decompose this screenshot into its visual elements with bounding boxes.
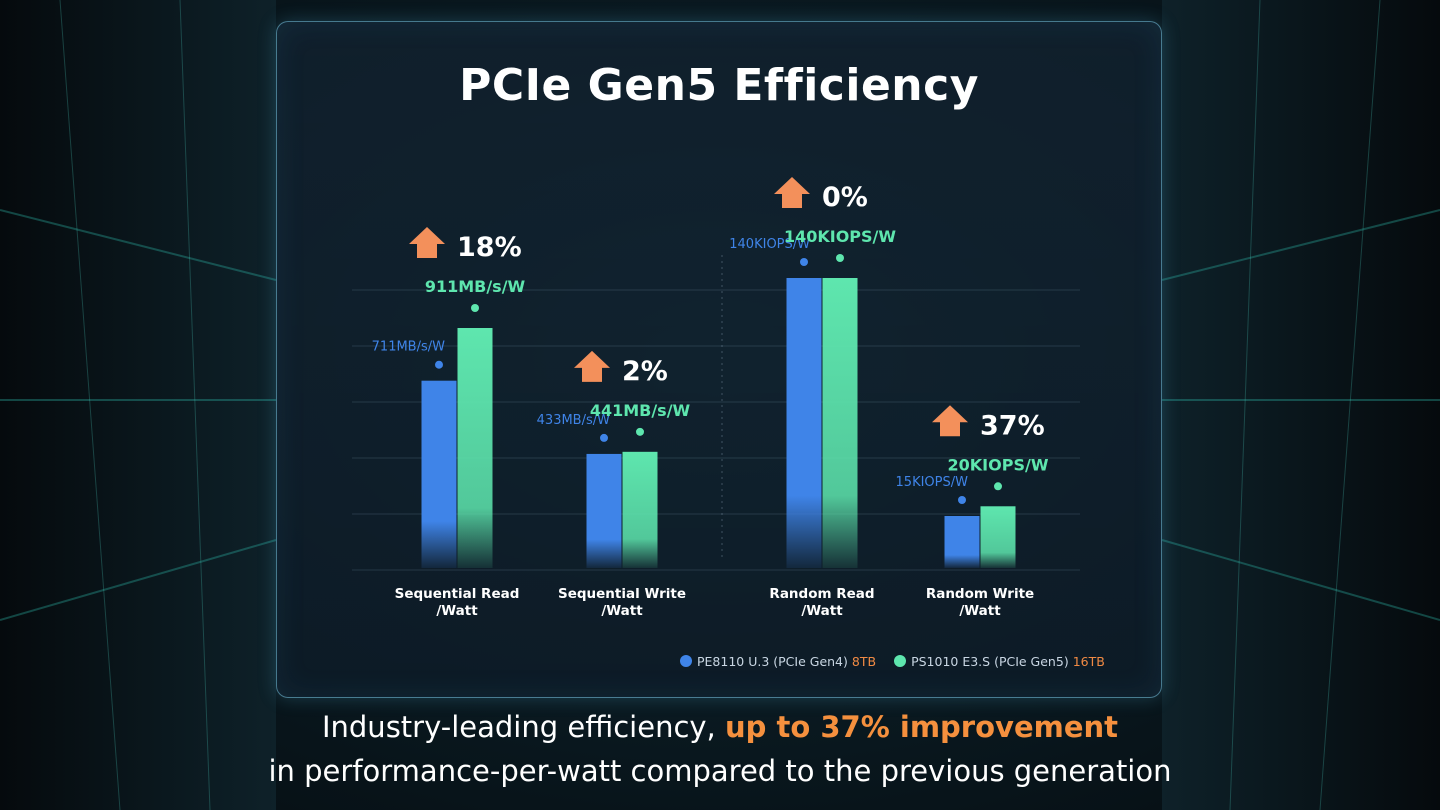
legend-capacity-gen4: 8TB (851, 653, 877, 669)
value-label-gen4-1: 433MB/s/W (537, 413, 610, 428)
value-dot-gen4-0 (435, 360, 443, 369)
value-dot-gen4-1 (600, 433, 608, 442)
value-dot-gen5-2 (836, 254, 844, 262)
category-label-2-0: Random Read (769, 586, 874, 602)
value-dot-gen5-1 (636, 427, 644, 436)
improvement-percent-0: 18% (457, 232, 522, 263)
improvement-percent-3: 37% (980, 410, 1045, 441)
value-dot-gen5-3 (994, 482, 1002, 491)
bar-gen5-1 (622, 451, 658, 568)
caption-prefix: Industry-leading efficiency, (321, 710, 725, 744)
category-label-0-1: /Watt (436, 603, 478, 619)
improvement-arrow-icon-3 (932, 405, 968, 437)
bar-gen5-0 (457, 328, 493, 568)
improvement-arrow-icon-0 (409, 227, 445, 258)
value-label-gen5-1: 441MB/s/W (590, 401, 691, 420)
value-dot-gen5-0 (471, 304, 479, 312)
value-dot-gen4-3 (958, 496, 966, 504)
category-label-0-0: Sequential Read (395, 586, 520, 602)
improvement-arrow-icon-2 (774, 177, 810, 208)
legend-item-gen4: PE8110 U.3 (PCIe Gen4) 8TB (680, 654, 876, 669)
legend-swatch-gen4 (680, 655, 692, 667)
caption-highlight: up to 37% improvement (725, 710, 1119, 744)
value-dot-gen4-2 (800, 258, 808, 266)
legend-swatch-gen5 (894, 655, 907, 667)
chart-legend: PE8110 U.3 (PCIe Gen4) 8TB PS1010 E3.S (… (680, 652, 1123, 670)
right-rack (1162, 0, 1440, 810)
value-label-gen5-0: 911MB/s/W (425, 277, 526, 296)
value-label-gen4-0: 711MB/s/W (372, 340, 445, 355)
caption-line-1: Industry-leading efficiency, up to 37% i… (0, 710, 1440, 744)
category-label-1-1: /Watt (601, 603, 643, 619)
legend-label-gen5: PS1010 E3.S (PCIe Gen5) (911, 653, 1069, 669)
legend-capacity-gen5: 16TB (1072, 653, 1105, 669)
value-label-gen5-3: 20KIOPS/W (948, 455, 1049, 474)
legend-label-gen4: PE8110 U.3 (PCIe Gen4) (697, 653, 848, 669)
chart-title: PCIe Gen5 Efficiency (459, 60, 979, 111)
bar-gen4-0 (421, 380, 457, 568)
improvement-arrow-icon-1 (574, 350, 610, 382)
value-label-gen4-2: 140KIOPS/W (729, 237, 810, 252)
category-label-3-0: Random Write (926, 586, 1034, 602)
category-label-1-0: Sequential Write (558, 586, 686, 602)
bar-gen4-2 (786, 278, 822, 568)
left-rack (0, 0, 276, 810)
improvement-percent-1: 2% (622, 356, 668, 387)
improvement-percent-2: 0% (822, 182, 868, 213)
value-label-gen5-2: 140KIOPS/W (784, 227, 896, 246)
bar-gen4-1 (586, 453, 622, 568)
chart-panel (276, 21, 1162, 698)
caption-line-2: in performance-per-watt compared to the … (268, 754, 1172, 788)
category-label-3-1: /Watt (959, 603, 1001, 619)
legend-item-gen5: PS1010 E3.S (PCIe Gen5) 16TB (894, 654, 1105, 669)
bar-gen4-3 (944, 516, 980, 568)
value-label-gen4-3: 15KIOPS/W (896, 475, 969, 490)
bar-gen5-2 (822, 278, 858, 568)
bar-gen5-3 (980, 506, 1016, 568)
category-label-2-1: /Watt (801, 603, 843, 619)
